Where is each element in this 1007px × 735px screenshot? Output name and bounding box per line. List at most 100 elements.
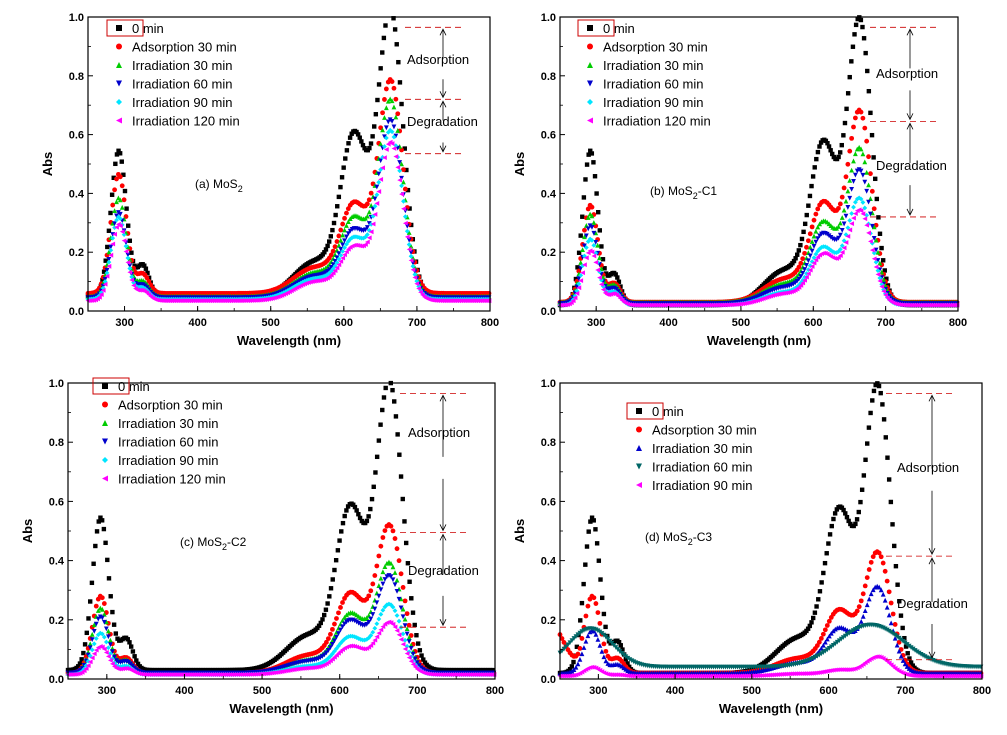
- data-point: [811, 615, 816, 621]
- data-point: [89, 655, 95, 661]
- data-point: [398, 474, 404, 479]
- data-point: [591, 230, 597, 236]
- data-point: [99, 606, 105, 612]
- data-point: [394, 577, 400, 583]
- data-point: [852, 172, 858, 178]
- data-point: [380, 50, 385, 55]
- data-point: [364, 213, 370, 219]
- data-point: [862, 179, 868, 185]
- data-point: [809, 620, 814, 625]
- data-point: [131, 283, 137, 288]
- data-point: [106, 228, 112, 233]
- data-point: [383, 147, 389, 152]
- data-point: [589, 515, 595, 520]
- data-point: [804, 262, 809, 268]
- annotation-arrow-head: [439, 28, 447, 36]
- data-point: [806, 203, 811, 208]
- data-point: [390, 604, 396, 610]
- data-point: [400, 585, 406, 590]
- data-point: [807, 231, 813, 237]
- annotation-adsorption: Adsorption: [876, 66, 938, 81]
- data-point: [354, 508, 359, 513]
- data-point: [798, 282, 804, 288]
- data-point: [323, 247, 329, 252]
- data-point: [593, 601, 599, 606]
- data-point: [873, 247, 879, 253]
- data-point: [895, 582, 900, 587]
- data-point: [404, 631, 410, 637]
- legend-entry: Irradiation 120 min: [132, 114, 240, 129]
- data-point: [287, 287, 292, 293]
- data-point: [910, 663, 915, 668]
- data-point: [390, 577, 396, 583]
- data-point: [382, 134, 387, 140]
- data-point: [332, 648, 337, 654]
- data-point: [87, 645, 93, 651]
- data-point: [283, 668, 289, 674]
- data-point: [126, 659, 131, 665]
- data-point: [395, 432, 400, 437]
- data-point: [342, 621, 347, 627]
- data-point: [823, 138, 829, 144]
- legend-entry: 0 min: [132, 21, 164, 36]
- legend-marker: [102, 475, 108, 482]
- data-point: [882, 268, 887, 273]
- data-point: [576, 285, 582, 291]
- data-point: [603, 648, 609, 654]
- data-point: [103, 626, 109, 632]
- data-point: [322, 612, 327, 618]
- data-point: [328, 586, 334, 591]
- data-point: [818, 140, 824, 145]
- data-point: [843, 511, 848, 516]
- data-point: [402, 519, 407, 524]
- data-point: [600, 287, 606, 293]
- y-tick-label: 0.0: [69, 306, 84, 318]
- data-point: [616, 640, 622, 645]
- data-point: [807, 253, 813, 259]
- data-point: [107, 642, 113, 648]
- data-point: [366, 612, 372, 618]
- data-point: [903, 644, 909, 649]
- data-point: [333, 558, 339, 563]
- data-point: [869, 247, 875, 253]
- data-point: [811, 217, 817, 223]
- data-point: [391, 134, 397, 140]
- data-point: [811, 233, 817, 239]
- data-point: [344, 508, 349, 513]
- data-point: [588, 519, 593, 524]
- data-point: [828, 247, 834, 253]
- data-point: [813, 211, 819, 217]
- data-point: [567, 640, 573, 646]
- data-point: [851, 158, 856, 164]
- data-point: [404, 234, 410, 240]
- legend-marker: [102, 401, 108, 408]
- data-point: [113, 161, 118, 167]
- legend-marker: [102, 383, 108, 389]
- data-point: [97, 293, 102, 298]
- data-point: [338, 246, 344, 252]
- data-point: [392, 582, 398, 588]
- data-point: [357, 135, 362, 140]
- data-point: [618, 643, 623, 648]
- data-point: [815, 224, 821, 230]
- data-point: [344, 635, 349, 640]
- data-point: [89, 637, 95, 642]
- data-point: [865, 68, 870, 74]
- data-point: [890, 611, 896, 617]
- data-point: [106, 249, 112, 255]
- data-point: [372, 606, 378, 612]
- data-point: [892, 635, 898, 641]
- data-point: [886, 589, 892, 595]
- data-point: [826, 618, 832, 624]
- data-point: [101, 646, 107, 652]
- data-point: [585, 250, 591, 256]
- data-point: [816, 597, 821, 602]
- data-point: [395, 164, 401, 170]
- data-point: [616, 279, 622, 284]
- data-point: [391, 85, 397, 91]
- data-point: [412, 622, 417, 628]
- data-point: [627, 664, 632, 670]
- annotation-arrow-head: [439, 145, 447, 153]
- data-point: [783, 290, 789, 296]
- legend-marker: [587, 62, 593, 68]
